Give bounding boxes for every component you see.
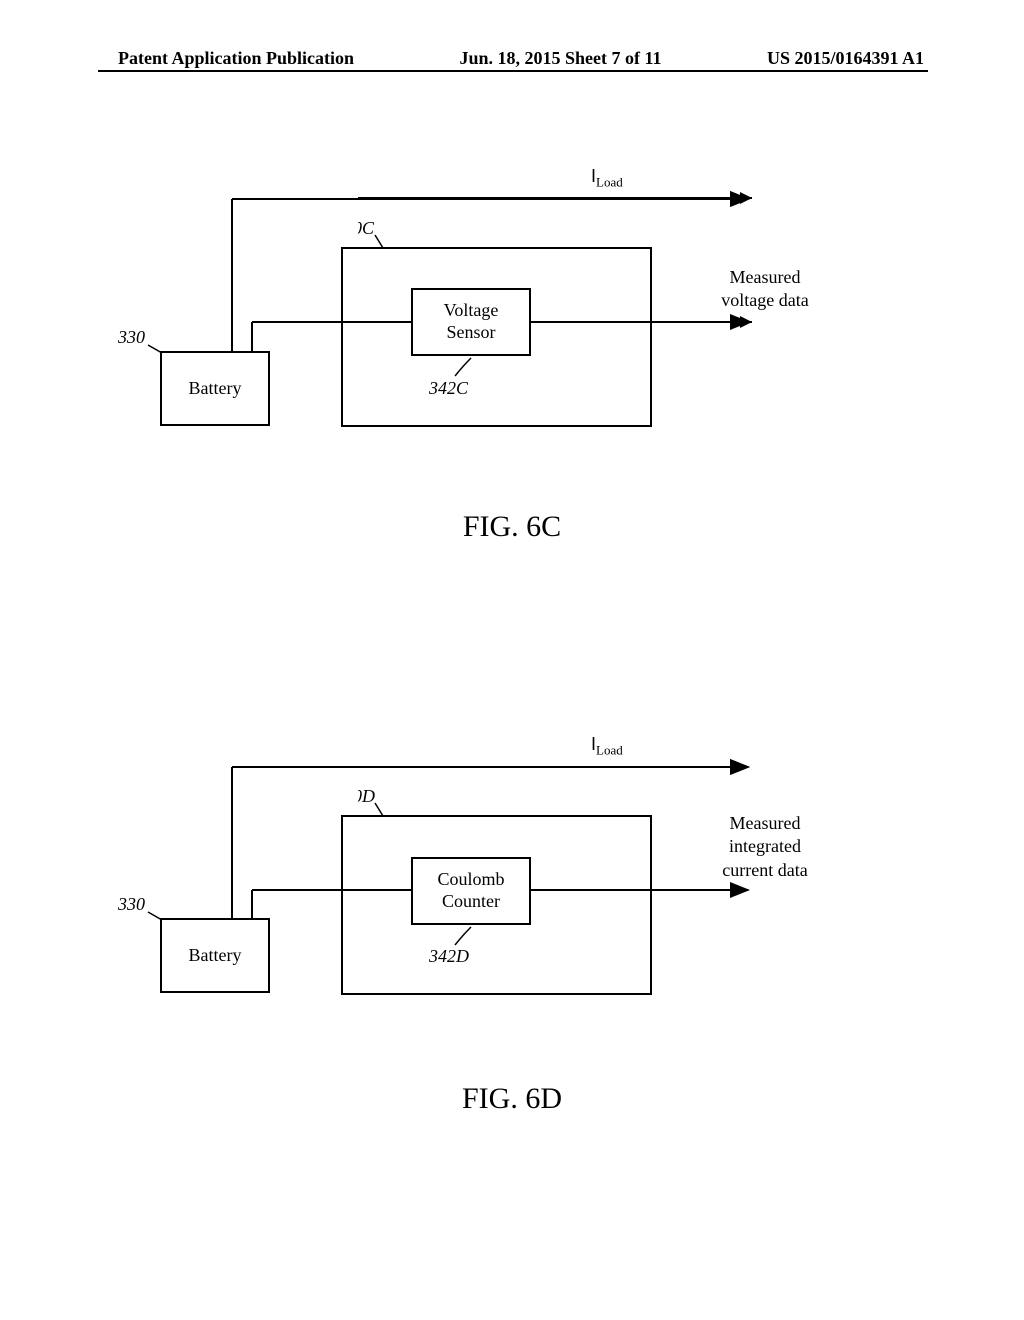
coulomb-line1: Coulomb bbox=[437, 869, 504, 891]
coulomb-counter-box: Coulomb Counter bbox=[411, 857, 531, 925]
battery-top-conn-6c bbox=[0, 0, 1024, 600]
battery-box-6d: Battery bbox=[160, 918, 270, 993]
ref-342d: 342D bbox=[429, 946, 469, 967]
mask2-6d bbox=[268, 748, 358, 998]
output-line2-6d: integrated bbox=[729, 836, 801, 856]
output-label-6d: Measured integrated current data bbox=[670, 812, 860, 882]
battery-label-6d: Battery bbox=[189, 945, 242, 966]
fig-6d-caption: FIG. 6D bbox=[0, 1082, 1024, 1116]
coulomb-line2: Counter bbox=[442, 891, 500, 913]
ref-330-leader-6d bbox=[148, 904, 168, 924]
output-line1-6d: Measured bbox=[730, 813, 801, 833]
ref-330-6d: 330 bbox=[118, 894, 145, 915]
ref-342d-leader bbox=[455, 927, 485, 947]
output-line3-6d: current data bbox=[722, 860, 807, 880]
mask2-6c bbox=[268, 180, 358, 430]
iload-label-6d: ILoad bbox=[591, 734, 623, 759]
ref-340d-leader bbox=[375, 800, 387, 818]
